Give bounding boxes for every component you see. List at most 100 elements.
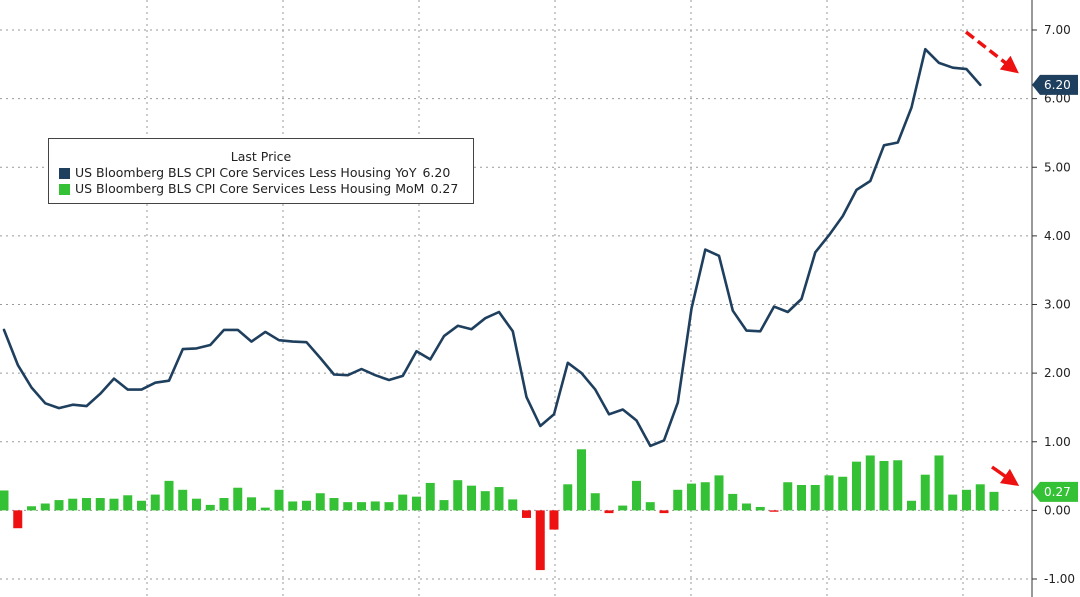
mom-bar (123, 495, 133, 511)
yoy-last-badge-label: 6.20 (1044, 78, 1071, 92)
mom-bar (577, 449, 586, 511)
mom-bar (274, 489, 284, 511)
mom-bar (384, 502, 394, 511)
legend-value-yoy: 6.20 (422, 165, 451, 180)
mom-bar (563, 484, 573, 511)
mom-bar (357, 502, 366, 511)
mom-last-badge-label: 0.27 (1044, 485, 1071, 499)
mom-bar (810, 484, 820, 511)
mom-bar (769, 510, 779, 512)
y-tick-label: 1.00 (1044, 435, 1071, 449)
mom-bar (302, 500, 311, 511)
mom-bar (728, 493, 738, 511)
mom-bar (783, 482, 793, 511)
mom-bar (0, 490, 9, 511)
mom-bar (137, 500, 146, 511)
y-tick-label: 5.00 (1044, 160, 1071, 174)
mom-bar (673, 489, 683, 511)
mom-bar (920, 474, 930, 511)
mom-bar (632, 480, 641, 511)
mom-bar (329, 498, 339, 511)
mom-bar (975, 484, 985, 511)
mom-bar (205, 504, 215, 511)
mom-bar (522, 510, 531, 518)
mom-bar (370, 501, 380, 511)
mom-bar (288, 501, 298, 511)
legend-label-yoy: US Bloomberg BLS CPI Core Services Less … (75, 165, 417, 180)
mom-bar (453, 480, 463, 511)
mom-bar (192, 498, 201, 511)
y-tick-label: 7.00 (1044, 23, 1071, 37)
mom-bar (233, 487, 243, 511)
mom-bar (508, 499, 518, 511)
mom-bar (178, 489, 188, 511)
mom-bar (838, 476, 848, 511)
y-axis-ticks: 7.00 6.00 5.00 4.00 3.00 2.00 1.00 0.00 -1.00 (1032, 23, 1075, 586)
mom-bar (13, 510, 23, 529)
mom-bar (852, 461, 861, 511)
mom-bar (343, 502, 353, 511)
y-tick-label: -1.00 (1044, 572, 1075, 586)
legend-title: Last Price (230, 149, 292, 164)
mom-bar (467, 485, 476, 511)
mom-bar (604, 510, 614, 514)
mom-bar (590, 493, 600, 511)
mom-bar (824, 475, 834, 511)
yoy-last-badge (1032, 74, 1078, 95)
legend-label-mom: US Bloomberg BLS CPI Core Services Less … (75, 181, 425, 196)
mom-bar (494, 487, 504, 511)
mom-bar (40, 503, 50, 511)
annotation-arrows (964, 30, 1020, 487)
mom-bars (0, 449, 999, 571)
mom-bar (109, 498, 119, 511)
mom-bar (439, 500, 449, 511)
mom-bar (425, 482, 435, 511)
legend-swatch-mom (59, 183, 70, 195)
y-tick-label: 3.00 (1044, 298, 1071, 312)
last-value-badges: 6.20 0.27 (1032, 74, 1078, 502)
mom-bar (260, 507, 270, 511)
legend-entry-mom: US Bloomberg BLS CPI Core Services Less … (59, 181, 473, 197)
legend-swatch-yoy (59, 167, 70, 179)
mom-bar (398, 494, 408, 511)
mom-bar (934, 455, 944, 511)
mom-bar (989, 491, 999, 511)
y-tick-label: 0.00 (1044, 503, 1071, 517)
mom-bar (879, 460, 889, 511)
mom-bar (687, 483, 696, 511)
mom-bar (645, 502, 655, 511)
mom-bar (549, 510, 559, 530)
mom-down-arrow (990, 465, 1020, 487)
mom-bar (618, 505, 628, 511)
mom-bar (865, 455, 875, 511)
mom-bar (755, 506, 765, 511)
y-tick-label: 2.00 (1044, 366, 1071, 380)
mom-bar (742, 503, 751, 511)
y-tick-label: 6.00 (1044, 92, 1071, 106)
mom-bar (219, 498, 229, 511)
legend-value-mom: 0.27 (430, 181, 459, 196)
mom-bar (700, 482, 710, 511)
mom-last-badge (1032, 481, 1078, 502)
mom-bar (68, 498, 78, 511)
mom-bar (315, 493, 325, 511)
mom-bar (82, 498, 91, 511)
mom-bar (150, 494, 160, 511)
legend-entry-yoy: US Bloomberg BLS CPI Core Services Less … (59, 165, 473, 181)
yoy-down-arrow (964, 30, 1019, 74)
mom-bar (164, 480, 174, 511)
y-tick-label: 4.00 (1044, 229, 1071, 243)
mom-bar (54, 500, 64, 511)
mom-bar (893, 460, 903, 511)
mom-bar (480, 491, 490, 511)
mom-bar (962, 489, 971, 511)
mom-bar (412, 496, 421, 511)
mom-bar (714, 475, 724, 511)
mom-bar (27, 506, 36, 511)
legend: Last Price US Bloomberg BLS CPI Core Ser… (48, 138, 474, 204)
mom-bar (247, 497, 256, 511)
mom-bar (659, 510, 669, 514)
mom-bar (907, 500, 916, 511)
mom-bar (797, 484, 806, 511)
